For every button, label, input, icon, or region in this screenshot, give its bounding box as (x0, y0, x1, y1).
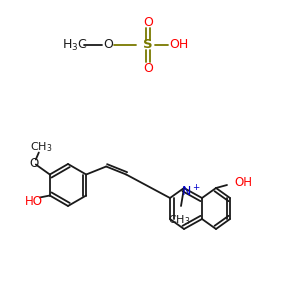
Text: O: O (143, 16, 153, 28)
Text: S: S (143, 38, 153, 52)
Text: CH$_3$: CH$_3$ (168, 213, 190, 227)
Text: H$_3$C: H$_3$C (62, 38, 88, 52)
Text: O: O (103, 38, 113, 52)
Text: CH$_3$: CH$_3$ (30, 141, 52, 154)
Text: OH: OH (169, 38, 189, 52)
Text: O: O (143, 61, 153, 74)
Text: OH: OH (234, 176, 252, 190)
Text: N$^+$: N$^+$ (181, 184, 201, 200)
Text: HO: HO (25, 195, 43, 208)
Text: O: O (29, 157, 38, 170)
